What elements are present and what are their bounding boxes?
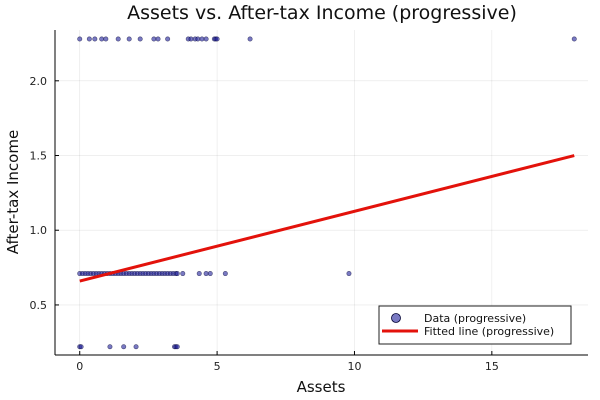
x-tick-label-1: 5 — [214, 360, 221, 373]
data-point-10 — [165, 36, 171, 42]
data-point-59 — [180, 271, 186, 277]
data-point-68 — [121, 344, 127, 350]
data-point-20 — [247, 36, 253, 42]
data-points — [77, 36, 577, 350]
axes — [54, 30, 588, 356]
data-point-0 — [77, 36, 83, 42]
data-point-1 — [86, 36, 92, 42]
legend-label-line: Fitted line (progressive) — [424, 325, 554, 338]
data-point-16 — [203, 36, 209, 42]
data-point-6 — [126, 36, 132, 42]
tick-labels: 0 5 10 15 0.5 1.0 1.5 2.0 — [30, 75, 499, 373]
data-point-61 — [203, 271, 209, 277]
x-tick-label-0: 0 — [76, 360, 83, 373]
y-tick-label-2: 1.5 — [30, 150, 48, 163]
data-point-14 — [195, 36, 201, 42]
fitted-line-layer — [79, 154, 575, 283]
data-point-66 — [78, 344, 84, 350]
data-point-67 — [107, 344, 113, 350]
data-point-58 — [174, 271, 180, 277]
fitted-line — [79, 154, 575, 283]
data-point-69 — [133, 344, 139, 350]
data-point-3 — [99, 36, 105, 42]
x-tick-label-2: 10 — [347, 360, 361, 373]
grid-lines — [55, 30, 588, 355]
data-point-5 — [115, 36, 121, 42]
y-tick-label-3: 2.0 — [30, 75, 48, 88]
data-point-72 — [174, 344, 180, 350]
y-axis-title: After-tax Income — [4, 130, 22, 254]
data-point-63 — [222, 271, 228, 277]
data-point-4 — [103, 36, 109, 42]
data-point-15 — [199, 36, 205, 42]
data-point-9 — [155, 36, 161, 42]
chart-title: Assets vs. After-tax Income (progressive… — [127, 2, 517, 24]
legend: Data (progressive) Fitted line (progress… — [378, 305, 572, 345]
data-point-64 — [346, 271, 352, 277]
data-point-19 — [214, 36, 220, 42]
y-tick-label-0: 0.5 — [30, 299, 48, 312]
x-tick-label-3: 15 — [485, 360, 499, 373]
data-point-7 — [137, 36, 143, 42]
data-point-21 — [571, 36, 577, 42]
x-axis-title: Assets — [297, 378, 346, 396]
data-point-8 — [151, 36, 157, 42]
data-point-60 — [196, 271, 202, 277]
legend-marker-data — [391, 313, 401, 323]
data-point-12 — [188, 36, 194, 42]
y-tick-label-1: 1.0 — [30, 224, 48, 237]
legend-box — [378, 305, 572, 345]
data-point-2 — [92, 36, 98, 42]
legend-label-data: Data (progressive) — [424, 312, 526, 325]
data-point-62 — [207, 271, 213, 277]
